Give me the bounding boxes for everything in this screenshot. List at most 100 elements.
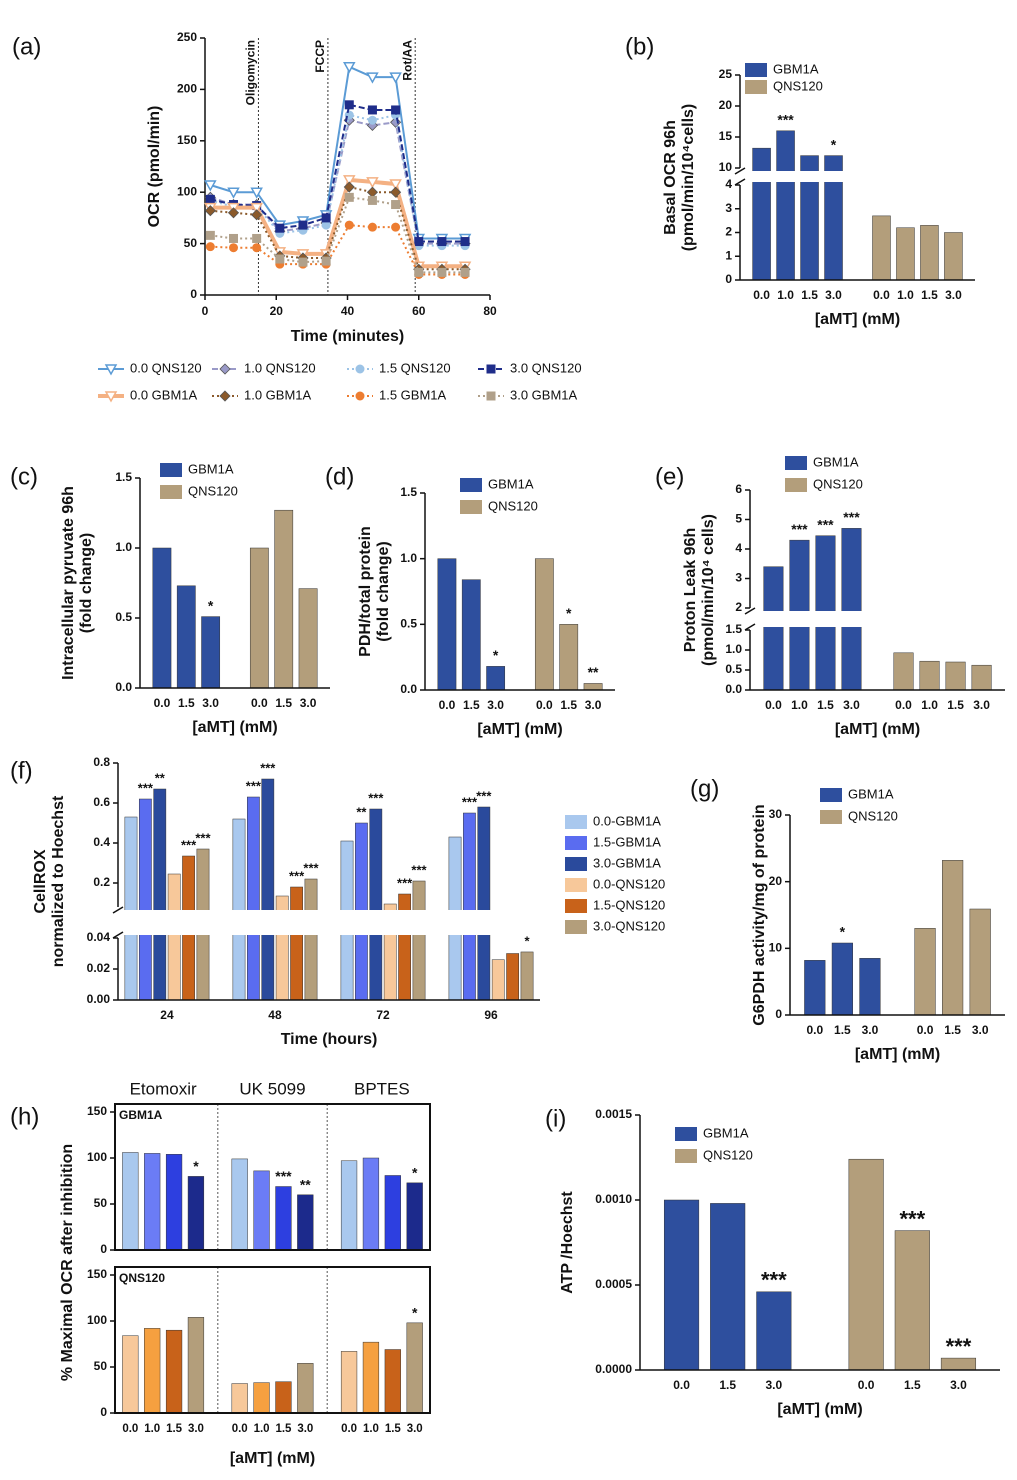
legend-label: 1.0 GBM1A	[244, 387, 312, 402]
marker	[414, 267, 424, 277]
x-tick-label: 0.0	[439, 698, 456, 712]
panel-letter: (b)	[625, 33, 654, 60]
significance: *	[412, 1165, 418, 1181]
marker	[251, 209, 263, 221]
y-tick-label: 2	[725, 225, 732, 239]
bar	[914, 928, 936, 1016]
bar	[776, 130, 795, 281]
marker	[250, 202, 263, 215]
legend-label: GBM1A	[488, 476, 534, 491]
x-axis-title: [aMT] (mM)	[777, 1401, 862, 1418]
y-tick-label: 200	[177, 82, 197, 96]
y-axis-title: Intracellular pyruvate 96h	[60, 486, 77, 680]
bar	[463, 812, 476, 1001]
significance: ***	[476, 788, 492, 803]
bar	[187, 1317, 205, 1414]
y-axis-title: ATP /Hoechst	[559, 1191, 576, 1294]
bar	[253, 1382, 270, 1414]
y-tick-label: 50	[94, 1196, 108, 1210]
bar	[841, 528, 862, 691]
marker	[437, 237, 447, 247]
bar	[710, 1203, 746, 1371]
bar	[437, 558, 457, 691]
marker	[355, 391, 365, 401]
marker	[414, 237, 424, 247]
bar	[340, 1160, 358, 1251]
significance: ***	[181, 837, 197, 852]
panel-letter: (h)	[10, 1103, 39, 1130]
significance: ***	[368, 790, 384, 805]
y-tick-label: 0	[190, 287, 197, 301]
group-title: Etomoxir	[130, 1079, 197, 1098]
panel-letter: (e)	[655, 463, 684, 490]
y-tick-label: 0.8	[93, 755, 110, 769]
bar	[940, 1357, 977, 1371]
bar	[124, 816, 138, 1001]
significance: ***	[899, 1206, 925, 1231]
x-tick-label: 3.0	[843, 698, 860, 712]
significance: *	[208, 597, 214, 613]
x-tick-label: 0.0	[341, 1423, 357, 1435]
x-tick-label: 3.0	[487, 698, 504, 712]
y-tick-label: 10	[769, 941, 783, 955]
axis-break	[742, 611, 1007, 627]
bar	[756, 1291, 792, 1371]
x-tick-label: 1.5	[921, 288, 938, 302]
legend-swatch	[745, 80, 767, 94]
bar	[176, 585, 196, 689]
marker	[321, 256, 331, 266]
significance: ***	[817, 516, 834, 532]
bar	[304, 878, 318, 1001]
legend-label: 1.5 QNS120	[379, 360, 451, 375]
y-tick-label: 5	[735, 512, 742, 526]
y-axis-title: normalized to Hoechst	[50, 795, 67, 967]
y-tick-label: 0	[100, 1242, 107, 1256]
bar	[138, 798, 152, 1001]
marker	[367, 115, 377, 125]
y-axis-title: G6PDH activity/mg of protein	[751, 804, 768, 1025]
bar	[944, 232, 963, 281]
significance: ***	[791, 521, 808, 537]
bar	[919, 660, 940, 691]
significance: **	[588, 664, 599, 680]
bar	[520, 951, 534, 1001]
break-mark	[112, 931, 124, 939]
bar	[144, 1153, 161, 1251]
bar	[893, 652, 914, 691]
marker	[252, 233, 262, 243]
x-tick-label: 3.0	[950, 1378, 967, 1392]
legend-label: 1.0 QNS120	[244, 360, 316, 375]
bar	[945, 661, 966, 691]
marker	[275, 223, 285, 233]
x-tick-label: 0.0	[895, 698, 912, 712]
panel-letter: (d)	[325, 463, 354, 490]
legend-swatch	[820, 810, 842, 824]
significance: ***	[777, 112, 794, 128]
bar	[583, 683, 603, 691]
legend-label: 3.0 GBM1A	[510, 387, 578, 402]
marker	[460, 237, 470, 247]
y-tick-label: 15	[719, 129, 733, 143]
significance: **	[356, 804, 367, 819]
x-axis-title: [aMT] (mM)	[835, 721, 920, 738]
marker	[344, 192, 354, 202]
x-tick-label: 0.0	[753, 288, 770, 302]
series-line	[210, 185, 466, 271]
marker	[205, 194, 215, 204]
x-tick-label: 3.0	[300, 696, 317, 710]
x-tick-label: 1.5	[944, 1023, 961, 1037]
bar	[247, 796, 260, 1001]
bar	[122, 1152, 139, 1251]
panel-letter: (c)	[10, 463, 38, 490]
marker	[229, 243, 238, 253]
x-tick-label: 1.5	[904, 1378, 921, 1392]
legend-swatch	[565, 920, 587, 934]
legend-label: 1.5-QNS120	[593, 897, 665, 912]
marker	[250, 187, 263, 199]
significance: ***	[138, 780, 154, 795]
legend-label: QNS120	[813, 476, 863, 491]
panel-frame	[114, 1103, 431, 1251]
bar	[663, 1199, 700, 1371]
axis-break	[732, 171, 977, 182]
